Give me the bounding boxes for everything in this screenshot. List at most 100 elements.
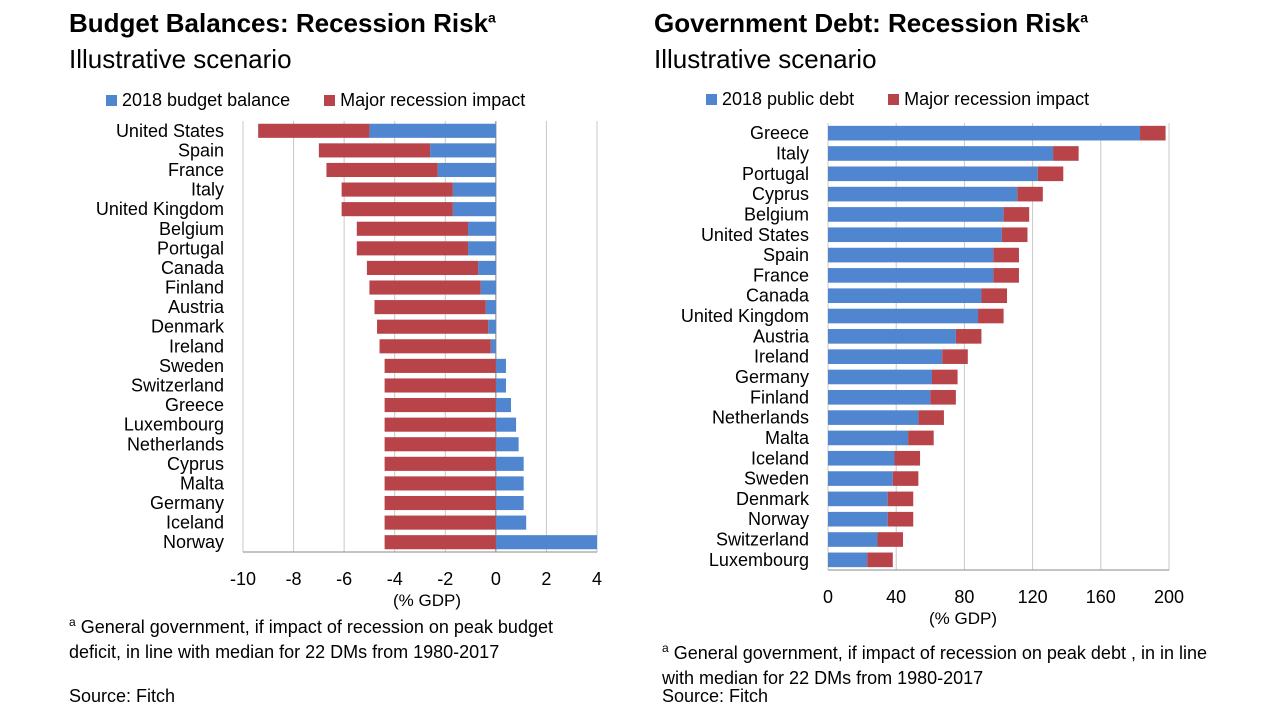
legend-item-recession-impact: Major recession impact	[324, 90, 525, 111]
bar-2018-budget-balance	[495, 476, 524, 491]
bar-2018-budget-balance	[437, 162, 496, 178]
bar-major-recession-impact	[384, 398, 496, 413]
x-tick-label: -4	[387, 569, 403, 589]
category-label: Denmark	[151, 317, 225, 337]
category-label: Greece	[165, 395, 224, 415]
category-label: Denmark	[736, 489, 810, 509]
bar-major-recession-impact	[258, 123, 370, 138]
bar-2018-budget-balance	[369, 123, 496, 138]
x-tick-label: 200	[1154, 587, 1184, 607]
category-label: Luxembourg	[709, 550, 809, 570]
bar-major-recession-impact	[384, 358, 496, 373]
category-label: Iceland	[751, 448, 809, 468]
x-tick-label: 0	[491, 569, 501, 589]
bar-2018-public-debt	[828, 247, 994, 263]
bar-major-recession-impact	[356, 221, 469, 236]
bar-2018-budget-balance	[495, 515, 527, 530]
bar-2018-budget-balance	[495, 456, 524, 471]
bar-2018-public-debt	[828, 552, 868, 568]
x-axis-title: (% GDP)	[393, 591, 461, 610]
category-label: Italy	[191, 180, 224, 200]
bar-major-recession-impact	[1140, 125, 1166, 141]
bar-major-recession-impact	[379, 339, 491, 354]
source: Source: Fitch	[69, 686, 176, 706]
bar-2018-public-debt	[828, 491, 888, 507]
bar-major-recession-impact	[955, 329, 982, 344]
category-label: Belgium	[744, 204, 809, 224]
bar-major-recession-impact	[341, 182, 453, 197]
x-tick-label: -2	[437, 569, 453, 589]
bar-2018-public-debt	[828, 268, 994, 283]
category-label: Germany	[735, 367, 809, 387]
category-label: United Kingdom	[681, 306, 809, 326]
x-tick-label: -6	[336, 569, 352, 589]
chart-title: Budget Balances: Recession Riska	[69, 8, 496, 38]
category-label: Canada	[161, 258, 225, 278]
chart-title: Government Debt: Recession Riska	[654, 8, 1089, 38]
legend-label: 2018 budget balance	[122, 90, 291, 110]
bar-2018-public-debt	[828, 430, 909, 446]
x-tick-label: 0	[823, 587, 833, 607]
bar-2018-budget-balance	[495, 358, 506, 373]
category-label: Malta	[765, 428, 810, 448]
x-tick-label: 40	[886, 587, 906, 607]
bar-2018-public-debt	[828, 227, 1002, 243]
legend-swatch-blue	[106, 95, 117, 106]
bar-2018-public-debt	[828, 471, 893, 486]
bar-major-recession-impact	[892, 471, 919, 486]
legend-swatch-red	[888, 94, 900, 105]
bar-major-recession-impact	[978, 308, 1004, 324]
bar-major-recession-impact	[369, 280, 481, 295]
bar-major-recession-impact	[1001, 227, 1028, 243]
bar-major-recession-impact	[374, 300, 486, 315]
bar-2018-public-debt	[828, 511, 888, 527]
legend-swatch-red	[324, 95, 336, 106]
bar-major-recession-impact	[384, 535, 496, 550]
bar-major-recession-impact	[1003, 207, 1030, 222]
bar-2018-public-debt	[828, 125, 1141, 141]
bar-2018-budget-balance	[452, 202, 496, 217]
legend-item-recession-impact: Major recession impact	[888, 89, 1089, 110]
bar-major-recession-impact	[981, 288, 1008, 304]
bar-major-recession-impact	[384, 417, 496, 432]
category-label: Netherlands	[127, 434, 224, 454]
bar-2018-budget-balance	[495, 378, 506, 393]
x-tick-label: -10	[230, 569, 256, 589]
chart-subtitle: Illustrative scenario	[69, 44, 292, 74]
category-label: France	[753, 265, 809, 285]
category-label: Greece	[750, 123, 809, 143]
bar-major-recession-impact	[877, 532, 904, 547]
category-label: Portugal	[742, 164, 809, 184]
bar-major-recession-impact	[341, 202, 453, 217]
category-label: Germany	[150, 493, 224, 513]
category-label: Ireland	[169, 336, 224, 356]
bar-major-recession-impact	[930, 389, 956, 405]
bar-2018-public-debt	[828, 329, 956, 344]
bar-2018-budget-balance	[478, 260, 496, 275]
x-tick-label: 120	[1018, 587, 1048, 607]
bar-major-recession-impact	[918, 410, 944, 425]
bar-major-recession-impact	[318, 143, 431, 158]
bar-major-recession-impact	[867, 552, 893, 568]
legend-swatch-blue	[706, 94, 717, 105]
bar-major-recession-impact	[942, 349, 968, 364]
source: Source: Fitch	[662, 686, 769, 706]
footnote: a General government, if impact of reces…	[662, 641, 1207, 688]
bar-2018-budget-balance	[488, 319, 496, 334]
bar-major-recession-impact	[887, 491, 914, 507]
category-label: Iceland	[166, 513, 224, 533]
category-label: Austria	[168, 297, 225, 317]
bar-2018-budget-balance	[495, 417, 517, 432]
bar-major-recession-impact	[384, 476, 496, 491]
category-label: Finland	[165, 278, 224, 298]
bar-2018-public-debt	[828, 532, 878, 547]
legend-item-budget-balance: 2018 budget balance	[106, 90, 290, 111]
category-label: France	[168, 160, 224, 180]
x-tick-label: 80	[954, 587, 974, 607]
category-label: Norway	[748, 509, 809, 529]
bar-2018-public-debt	[828, 288, 982, 304]
bar-major-recession-impact	[1037, 166, 1064, 182]
category-label: Spain	[763, 245, 809, 265]
bar-2018-budget-balance	[480, 280, 496, 295]
